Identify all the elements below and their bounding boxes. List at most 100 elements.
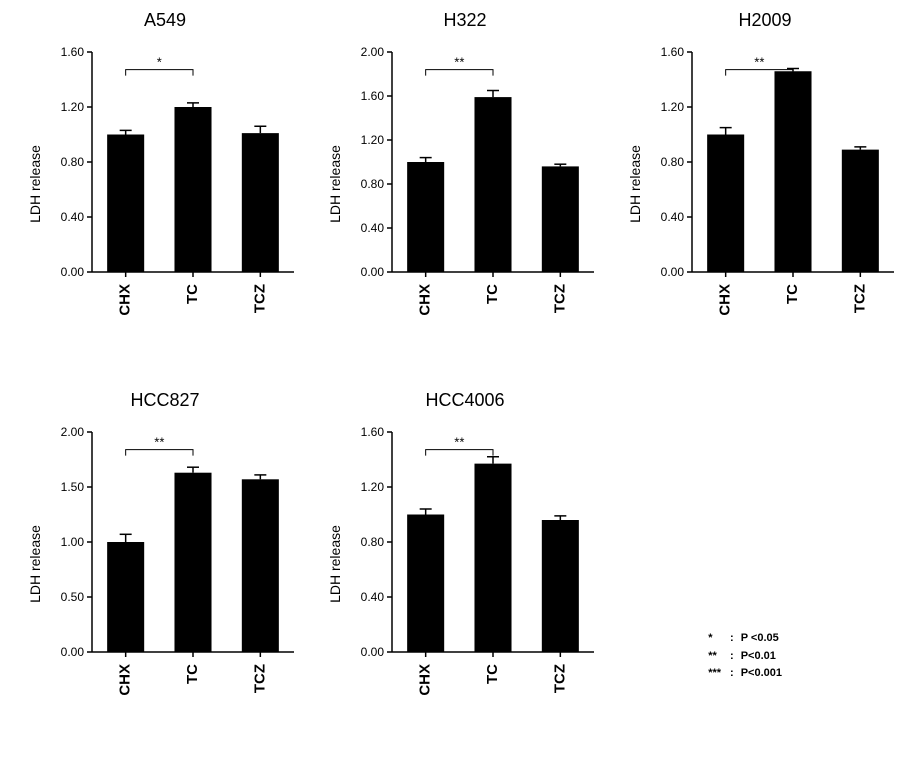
y-tick-label: 0.80 — [661, 155, 685, 169]
y-tick-label: 1.60 — [361, 425, 385, 439]
bar-chart: 0.00 0.40 0.80 1.20 1.60 CHX TC TCZ ** — [348, 414, 600, 714]
significance-bracket — [126, 450, 193, 456]
legend-symbol: ** — [707, 649, 727, 665]
y-axis-label: LDH release — [328, 414, 342, 714]
significance-label: * — [157, 55, 162, 70]
plot-wrap: LDH release0.000.400.801.201.602.00CHXTC… — [330, 34, 600, 334]
bar-chart: 0.00 0.50 1.00 1.50 2.00 CHX TC TCZ ** — [48, 414, 300, 714]
y-tick-label: 1.60 — [61, 45, 85, 59]
x-tick-label: TCZ — [551, 664, 568, 693]
panel-title: HCC4006 — [320, 390, 610, 411]
x-tick-label: CHX — [417, 664, 434, 696]
bar — [542, 166, 579, 272]
y-tick-label: 2.00 — [61, 425, 85, 439]
bar — [407, 515, 444, 653]
significance-label: ** — [454, 435, 464, 450]
bar — [174, 473, 211, 652]
y-tick-label: 1.20 — [361, 480, 385, 494]
y-tick-label: 1.60 — [361, 89, 385, 103]
significance-label: ** — [154, 435, 164, 450]
y-tick-label: 1.20 — [661, 100, 685, 114]
bar — [242, 479, 279, 652]
y-tick-label: 1.50 — [61, 480, 85, 494]
significance-bracket — [426, 70, 493, 76]
y-tick-label: 0.40 — [61, 210, 85, 224]
significance-label: ** — [454, 55, 464, 70]
panel-hcc827: HCC827 LDH release 0.00 0.50 1.00 1.50 2.00 CHX… — [20, 390, 310, 760]
page: A549 LDH release 0.00 0.40 0.80 1.20 1.60 CHX TC… — [0, 0, 915, 779]
bar — [774, 71, 811, 272]
x-tick-label: TCZ — [851, 284, 868, 313]
bar — [407, 162, 444, 272]
bar — [107, 542, 144, 652]
y-tick-label: 0.00 — [361, 645, 385, 659]
plot-wrap: LDH release 0.00 0.40 0.80 1.20 1.60 CHX TC TCZ * — [30, 34, 300, 334]
x-tick-label: TC — [484, 284, 501, 304]
significance-bracket — [126, 70, 193, 76]
y-tick-label: 0.80 — [61, 155, 85, 169]
bar-chart: 0.00 0.40 0.80 1.20 1.60 CHX TC TCZ * — [48, 34, 300, 334]
legend-text: P <0.05 — [740, 631, 783, 647]
legend-row: **:P<0.01 — [707, 649, 783, 665]
y-tick-label: 1.20 — [61, 100, 85, 114]
legend-symbol: *** — [707, 666, 727, 682]
bar — [242, 133, 279, 272]
x-tick-label: TCZ — [251, 284, 268, 313]
x-tick-label: CHX — [717, 284, 734, 316]
bar — [542, 520, 579, 652]
y-tick-label: 2.00 — [361, 45, 385, 59]
significance-legend: *:P <0.05**:P<0.01***:P<0.001 — [705, 629, 785, 684]
y-tick-label: 1.60 — [661, 45, 685, 59]
y-axis-label: LDH release — [328, 34, 342, 334]
panel-h322: H322LDH release0.000.400.801.201.602.00C… — [320, 10, 610, 380]
x-tick-label: CHX — [117, 664, 134, 696]
x-tick-label: TC — [784, 284, 801, 304]
y-tick-label: 0.00 — [61, 265, 85, 279]
x-tick-label: TCZ — [251, 664, 268, 693]
panel-title: H2009 — [620, 10, 910, 31]
y-tick-label: 1.00 — [61, 535, 85, 549]
significance-label: ** — [754, 55, 764, 70]
y-axis-label: LDH release — [28, 34, 42, 334]
plot-wrap: LDH release 0.00 0.50 1.00 1.50 2.00 CHX TC TCZ *… — [30, 414, 300, 714]
y-tick-label: 0.40 — [661, 210, 685, 224]
y-tick-label: 0.40 — [361, 221, 385, 235]
panel-a549: A549 LDH release 0.00 0.40 0.80 1.20 1.60 CHX TC… — [20, 10, 310, 380]
panel-title: HCC827 — [20, 390, 310, 411]
bar — [707, 135, 744, 273]
y-tick-label: 0.80 — [361, 535, 385, 549]
bar — [474, 97, 511, 272]
panel-hcc4006: HCC4006 LDH release 0.00 0.40 0.80 1.20 1.60 CH… — [320, 390, 610, 760]
x-tick-label: TC — [184, 664, 201, 684]
significance-bracket — [426, 450, 493, 456]
legend-colon: : — [729, 666, 738, 682]
y-tick-label: 0.00 — [661, 265, 685, 279]
bar — [474, 464, 511, 652]
plot-wrap: LDH release 0.00 0.40 0.80 1.20 1.60 CHX TC TCZ *… — [330, 414, 600, 714]
y-tick-label: 0.00 — [61, 645, 85, 659]
y-axis-label: LDH release — [628, 34, 642, 334]
bar-chart: 0.00 0.40 0.80 1.20 1.60 CHX TC TCZ ** — [648, 34, 900, 334]
x-tick-label: TCZ — [551, 284, 568, 313]
legend-colon: : — [729, 631, 738, 647]
y-axis-label: LDH release — [28, 414, 42, 714]
legend-symbol: * — [707, 631, 727, 647]
panel-h2009: H2009 LDH release 0.00 0.40 0.80 1.20 1.60 CHX T… — [620, 10, 910, 380]
legend-colon: : — [729, 649, 738, 665]
y-tick-label: 0.40 — [361, 590, 385, 604]
x-tick-label: CHX — [117, 284, 134, 316]
y-tick-label: 0.00 — [361, 265, 385, 279]
bar-chart: 0.000.400.801.201.602.00CHXTCTCZ** — [348, 34, 600, 334]
bar — [842, 150, 879, 272]
panel-title: A549 — [20, 10, 310, 31]
x-tick-label: TC — [184, 284, 201, 304]
plot-wrap: LDH release 0.00 0.40 0.80 1.20 1.60 CHX TC TCZ *… — [630, 34, 900, 334]
x-tick-label: CHX — [417, 284, 434, 316]
legend-row: *:P <0.05 — [707, 631, 783, 647]
legend-text: P<0.001 — [740, 666, 783, 682]
x-tick-label: TC — [484, 664, 501, 684]
bar — [107, 135, 144, 273]
legend-text: P<0.01 — [740, 649, 783, 665]
y-tick-label: 0.80 — [361, 177, 385, 191]
y-tick-label: 0.50 — [61, 590, 85, 604]
